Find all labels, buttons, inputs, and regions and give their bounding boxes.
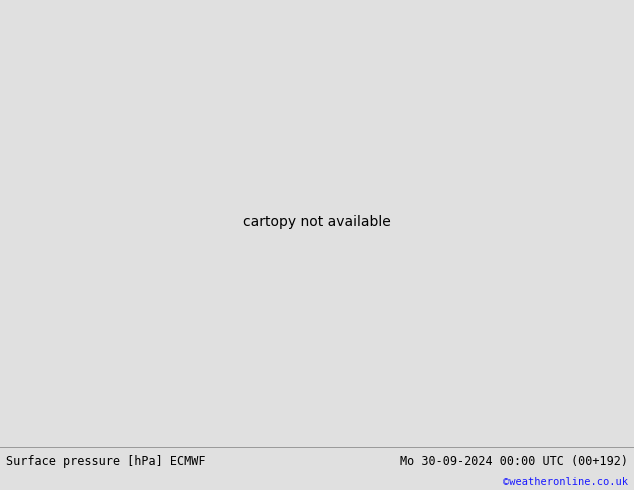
Text: Mo 30-09-2024 00:00 UTC (00+192): Mo 30-09-2024 00:00 UTC (00+192) (399, 455, 628, 467)
Text: cartopy not available: cartopy not available (243, 215, 391, 229)
Text: ©weatheronline.co.uk: ©weatheronline.co.uk (503, 477, 628, 487)
Text: Surface pressure [hPa] ECMWF: Surface pressure [hPa] ECMWF (6, 455, 206, 467)
